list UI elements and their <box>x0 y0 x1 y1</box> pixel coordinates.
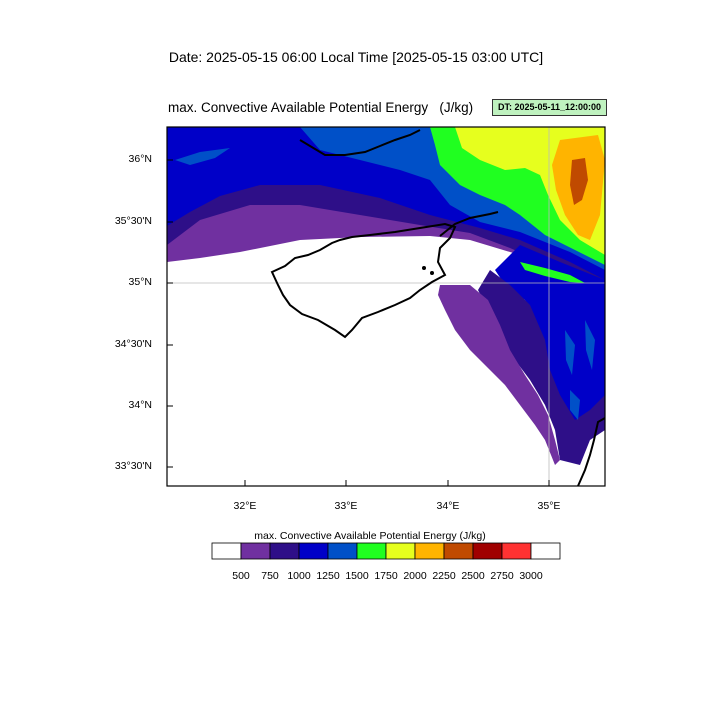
cape-se-blue-streaks <box>565 320 595 420</box>
colorbar-label: 2250 <box>432 570 456 582</box>
cape-se-indigo <box>478 270 605 465</box>
karpas-peninsula <box>439 211 499 237</box>
lon-label-35e: 35°E <box>537 500 561 512</box>
colorbar-label: 1000 <box>287 570 311 582</box>
colorbar-label: 1750 <box>374 570 398 582</box>
lat-label-35-30n: 35°30'N <box>114 215 152 227</box>
colorbar-swatch <box>327 542 358 560</box>
lat-label-33-30n: 33°30'N <box>114 460 152 472</box>
dt-badge: DT: 2025-05-11_12:00:00 <box>492 99 607 116</box>
colorbar-swatch <box>385 542 416 560</box>
colorbar-label: 2750 <box>490 570 514 582</box>
colorbar-swatch <box>443 542 474 560</box>
cape-se-green-streak <box>520 262 585 283</box>
lat-label-36n: 36°N <box>128 153 152 165</box>
lat-label-35n: 35°N <box>128 276 152 288</box>
colorbar-swatch <box>472 542 503 560</box>
map-title: max. Convective Available Potential Ener… <box>168 100 474 115</box>
date-title: Date: 2025-05-15 06:00 Local Time [2025-… <box>168 49 544 65</box>
colorbar-swatch <box>211 542 242 560</box>
turkey-coastline <box>299 129 421 156</box>
colorbar-label: 1500 <box>345 570 369 582</box>
colorbar-swatch <box>414 542 445 560</box>
colorbar-label: 3000 <box>519 570 543 582</box>
colorbar-swatch <box>240 542 271 560</box>
lon-label-32e: 32°E <box>233 500 257 512</box>
levant-coastline <box>577 417 606 487</box>
lat-label-34n: 34°N <box>128 399 152 411</box>
islet-2 <box>430 271 434 275</box>
cape-band-2500 <box>570 158 588 205</box>
colorbar <box>211 542 561 560</box>
cyprus-coastline <box>270 222 457 339</box>
lon-label-34e: 34°E <box>436 500 460 512</box>
colorbar-label: 2000 <box>403 570 427 582</box>
cape-se-purple <box>438 285 560 465</box>
colorbar-label: 1250 <box>316 570 340 582</box>
colorbar-swatch <box>269 542 300 560</box>
colorbar-swatch <box>356 542 387 560</box>
axis-ticks <box>167 159 550 486</box>
colorbar-label: 500 <box>232 570 250 582</box>
colorbar-swatch <box>530 542 561 560</box>
colorbar-swatch <box>298 542 329 560</box>
cape-field <box>167 127 605 465</box>
colorbar-label: 2500 <box>461 570 485 582</box>
cape-streak-nw <box>175 148 230 165</box>
colorbar-label: 750 <box>261 570 279 582</box>
colorbar-swatch <box>501 542 532 560</box>
lat-label-34-30n: 34°30'N <box>114 338 152 350</box>
colorbar-title: max. Convective Available Potential Ener… <box>254 530 486 542</box>
islet-1 <box>422 266 426 270</box>
map-frame <box>166 126 606 487</box>
lon-label-33e: 33°E <box>334 500 358 512</box>
